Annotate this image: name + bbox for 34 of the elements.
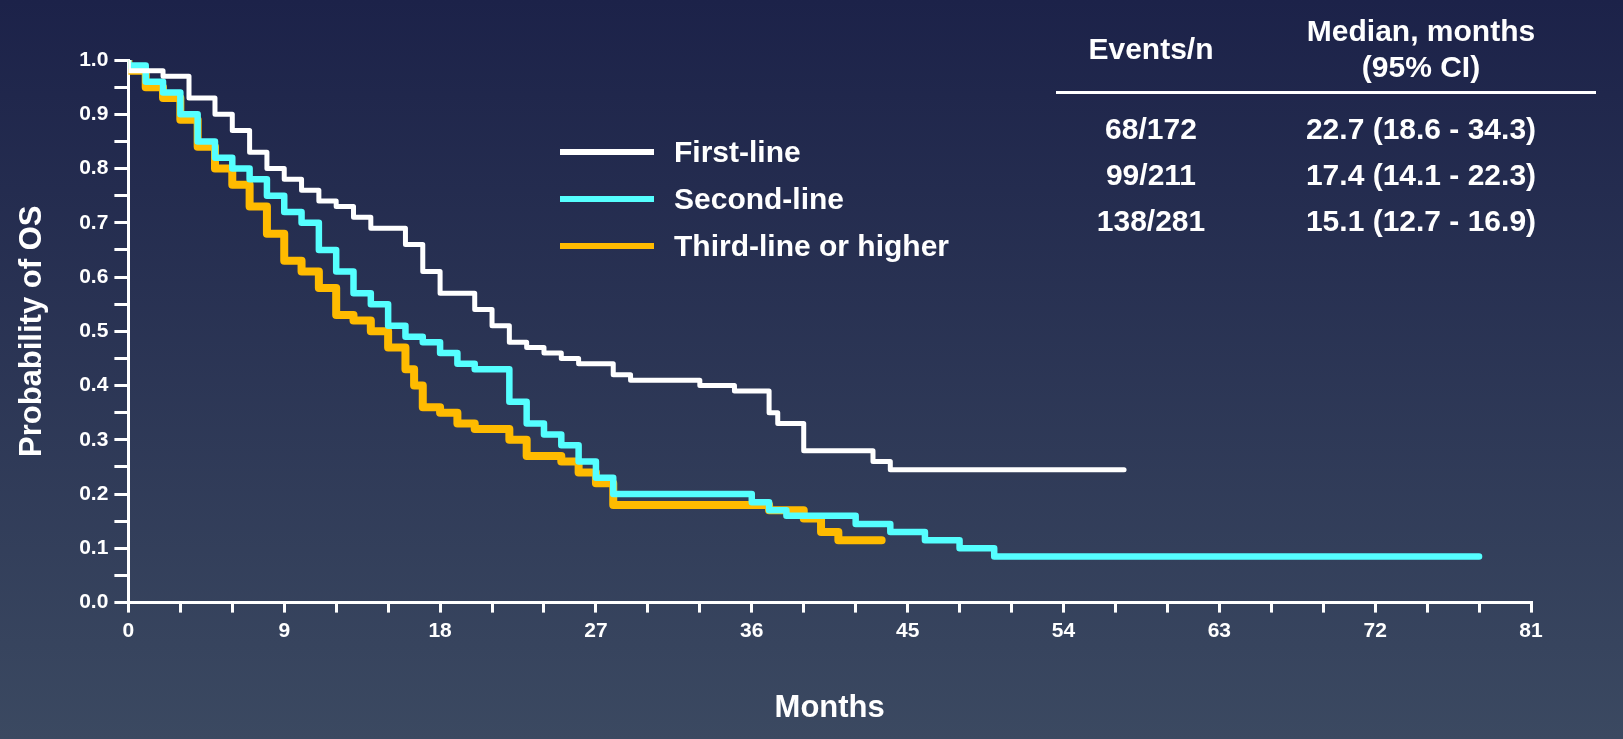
x-tick-label: 45 <box>895 618 920 641</box>
annotation: 99/211 <box>1104 157 1198 193</box>
x-tick-label: 36 <box>740 618 764 641</box>
y-axis-title: Probability of OS <box>13 205 49 458</box>
annotation: 15.1 (12.7 - 16.9) <box>1304 203 1538 239</box>
annotation: Events/n <box>1087 31 1215 67</box>
annotation: 22.7 (18.6 - 34.3) <box>1304 111 1538 147</box>
y-tick-label: 1.0 <box>79 46 109 70</box>
y-tick-label: 0.5 <box>79 318 109 342</box>
x-tick-label: 72 <box>1363 618 1387 641</box>
y-tick-label: 0.1 <box>79 535 109 559</box>
annotation: 17.4 (14.1 - 22.3) <box>1304 157 1538 193</box>
y-tick-label: 0.8 <box>79 155 109 179</box>
x-tick-label: 18 <box>428 618 453 641</box>
y-tick-label: 0.4 <box>79 372 109 396</box>
legend-label: Third-line or higher <box>674 228 949 263</box>
y-tick-label: 0.7 <box>79 209 109 233</box>
legend-label: First-line <box>674 134 801 169</box>
y-tick-label: 0.9 <box>79 101 109 125</box>
x-tick-label: 63 <box>1207 618 1231 641</box>
x-tick-label: 54 <box>1051 618 1076 641</box>
annotation: 68/172 <box>1104 111 1198 147</box>
annotation: Median, months (95% CI) <box>1305 13 1537 85</box>
x-tick-label: 9 <box>278 618 291 641</box>
x-tick-label: 27 <box>584 618 608 641</box>
y-tick-label: 0.6 <box>79 263 109 287</box>
y-tick-label: 0.0 <box>79 589 109 613</box>
x-axis-title: Months <box>774 688 885 724</box>
annotation: 138/281 <box>1095 203 1207 239</box>
x-tick-label: 0 <box>122 618 135 641</box>
x-tick-label: 81 <box>1519 618 1543 641</box>
y-tick-label: 0.2 <box>79 480 109 504</box>
legend-label: Second-line <box>674 181 845 216</box>
y-tick-label: 0.3 <box>79 426 109 450</box>
